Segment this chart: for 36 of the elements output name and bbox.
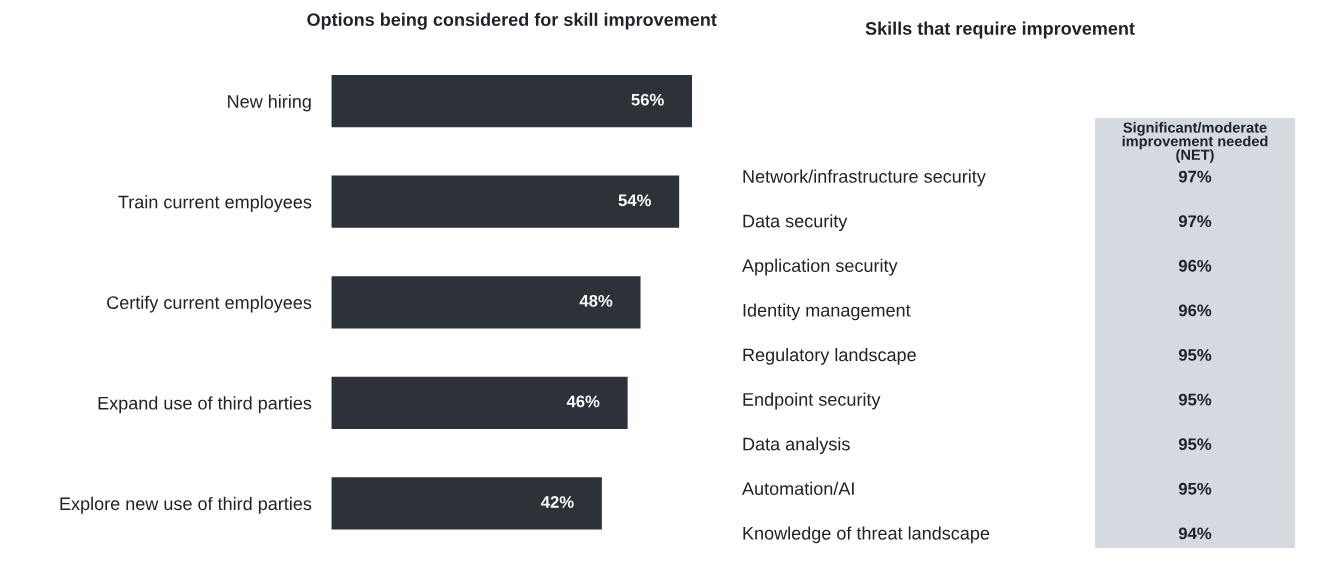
data-label: 54% (618, 194, 651, 207)
text: 94% (1178, 527, 1212, 540)
category-label: Data security (743, 214, 848, 232)
data-label: 46% (566, 395, 600, 408)
category-label: Automation/AI (742, 481, 854, 496)
data-label: 42% (541, 496, 574, 508)
bar (331, 175, 680, 228)
text: 95% (1178, 349, 1212, 361)
y-tick-label: Train current employees (118, 195, 312, 212)
y-tick-label: Expand use of third parties (98, 396, 312, 414)
chart-title: Options being considered for skill improvement (307, 12, 717, 30)
text: 95% (1178, 482, 1212, 495)
category-label: Application security (742, 258, 898, 276)
category-label: Regulatory landscape (743, 347, 916, 365)
bar (331, 477, 602, 530)
y-tick-label: Explore new use of third parties (60, 496, 312, 514)
text: 96% (1178, 304, 1212, 317)
category-label: Identity management (743, 303, 911, 321)
data-label: 48% (579, 294, 613, 307)
text: 95% (1178, 438, 1212, 451)
category-label: Data analysis (743, 437, 850, 455)
category-label: Network/infrastructure security (743, 169, 986, 187)
category-label: Knowledge of threat landscape (743, 526, 990, 544)
y-tick-label: Certify current employees (107, 295, 312, 313)
bar (331, 276, 641, 329)
bar (331, 376, 628, 429)
text: 97% (1178, 170, 1212, 183)
text: Significant/moderate improvement needed (NET) (1122, 122, 1268, 163)
text: 95% (1178, 393, 1212, 406)
text: Skills that require improvement (865, 21, 1135, 39)
bar (331, 74, 693, 128)
text: 97% (1178, 215, 1212, 228)
y-tick-label: New hiring (228, 94, 311, 112)
data-label: 56% (631, 93, 664, 106)
text: 96% (1178, 259, 1212, 272)
category-label: Endpoint security (743, 392, 881, 410)
